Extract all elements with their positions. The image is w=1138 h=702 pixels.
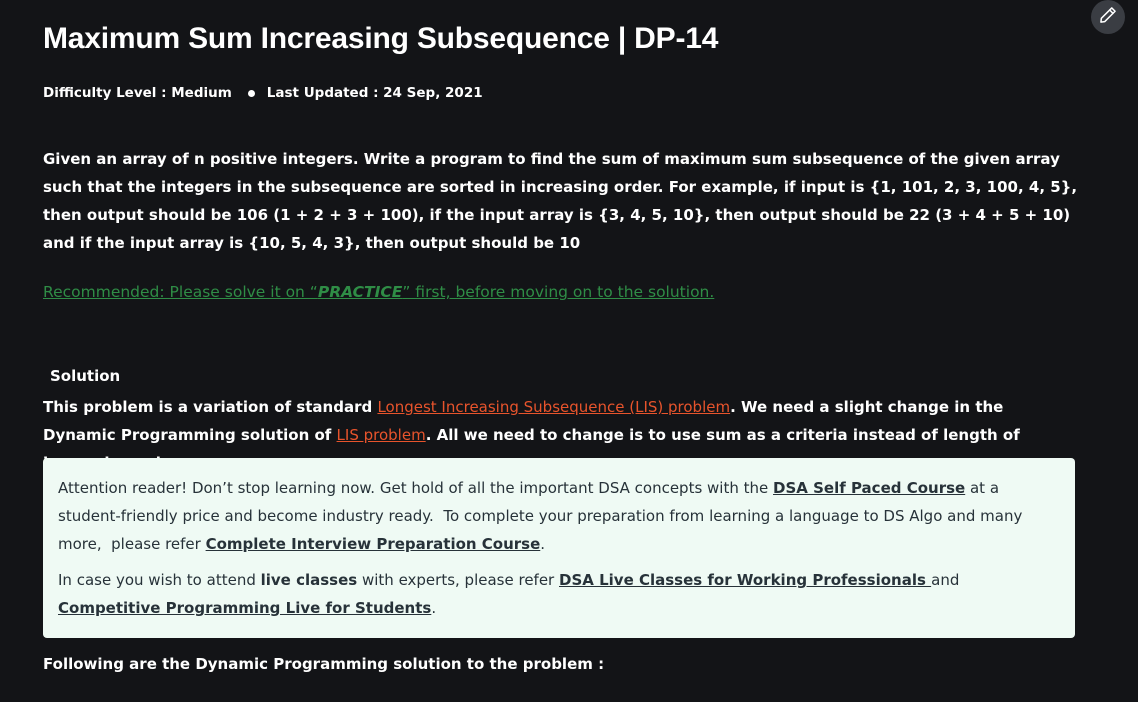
notice-paragraph-1: Attention reader! Don’t stop learning no… <box>58 474 1060 558</box>
recommended-prefix: Recommended: Please solve it on “ <box>43 283 318 301</box>
notice-text-1: Attention reader! Don’t stop learning no… <box>58 479 774 497</box>
page-title: Maximum Sum Increasing Subsequence | DP-… <box>43 22 719 55</box>
difficulty-level: Difficulty Level : Medium <box>43 85 232 101</box>
notice-text-3: . <box>540 535 546 553</box>
article-meta: Difficulty Level : Medium Last Updated :… <box>43 85 483 101</box>
notice-text-5: with experts, please refer <box>357 571 559 589</box>
notice-paragraph-2: In case you wish to attend live classes … <box>58 566 1060 622</box>
problem-statement: Given an array of n positive integers. W… <box>43 150 1078 252</box>
interview-prep-link[interactable]: Complete Interview Preparation Course <box>205 535 541 553</box>
notice-text-6: and <box>931 571 960 589</box>
following-text: Following are the Dynamic Programming so… <box>43 655 605 673</box>
notice-text-7: . <box>431 599 437 617</box>
last-updated: Last Updated : 24 Sep, 2021 <box>266 85 483 101</box>
recommended-practice-link[interactable]: Recommended: Please solve it on “PRACTIC… <box>43 283 714 301</box>
solution-text-2: . We need a slight change in the Dynamic… <box>43 398 1004 444</box>
lis-problem-link[interactable]: LIS problem <box>336 426 426 444</box>
solution-heading: Solution <box>50 367 121 385</box>
course-notice-box: Attention reader! Don’t stop learning no… <box>43 458 1075 638</box>
edit-button[interactable] <box>1091 0 1125 34</box>
dsa-self-paced-link[interactable]: DSA Self Paced Course <box>773 479 966 497</box>
competitive-programming-link[interactable]: Competitive Programming Live for Student… <box>58 599 432 617</box>
recommended-suffix: ” first, before moving on to the solutio… <box>402 283 715 301</box>
notice-text-4: In case you wish to attend <box>58 571 261 589</box>
live-classes-text: live classes <box>260 571 358 589</box>
pencil-icon <box>1098 5 1118 29</box>
dsa-live-classes-link[interactable]: DSA Live Classes for Working Professiona… <box>559 571 932 589</box>
solution-text-1: This problem is a variation of standard <box>43 398 378 416</box>
notice-text-2: at a student-friendly price and become i… <box>58 479 1023 553</box>
lis-article-link[interactable]: Longest Increasing Subsequence (LIS) pro… <box>377 398 731 416</box>
separator-dot <box>247 89 255 97</box>
practice-text: PRACTICE <box>317 283 403 301</box>
